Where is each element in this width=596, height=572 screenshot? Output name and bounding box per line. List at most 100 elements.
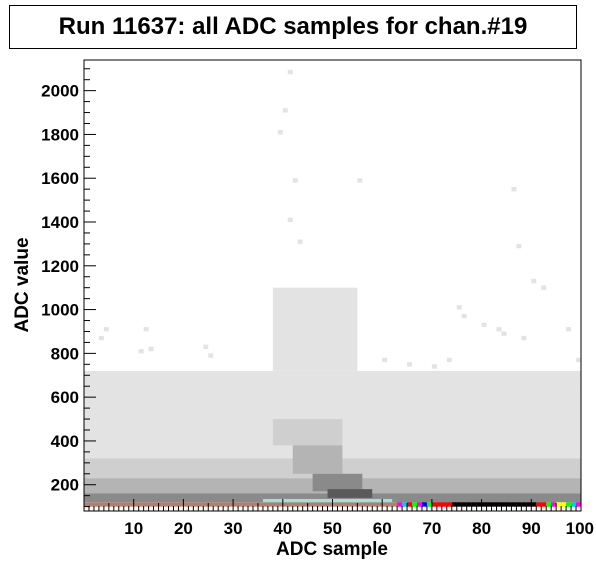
x-tick-label: 30 [224,519,243,538]
heatmap-band [84,370,581,385]
heatmap-outlier-cell [511,186,517,192]
heatmap-peak-cell [312,473,363,492]
heatmap-outlier-cell [531,278,537,284]
y-axis-title: ADC value [12,237,33,332]
heatmap-outlier-cell [481,322,487,328]
chart-title: Run 11637: all ADC samples for chan.#19 [58,13,528,40]
heatmap-outlier-cell [461,313,467,319]
heatmap-peak-cell [272,287,358,371]
heatmap-outlier-cell [576,357,581,363]
heatmap-baseline-cell [511,502,517,507]
heatmap-outlier-cell [541,285,547,290]
x-tick-label: 60 [373,519,392,538]
heatmap-outlier-cell [516,243,522,249]
y-tick-label: 800 [51,344,79,363]
heatmap-baseline-cell [461,502,467,507]
heatmap-baseline-cell [481,502,487,507]
heatmap-peak-cell [327,489,373,498]
heatmap-baseline-cell [536,502,542,507]
y-tick-label: 600 [51,388,79,407]
heatmap-outlier-cell [357,178,363,183]
heatmap-baseline-cell [436,502,442,507]
heatmap-outlier-cell [292,178,298,183]
heatmap-outlier-cell [143,327,149,332]
heatmap-outlier-cell [287,69,293,75]
y-tick-label: 1400 [41,213,79,232]
chart-title-box: Run 11637: all ADC samples for chan.#19 [9,5,577,49]
heatmap-baseline-cell [501,502,507,507]
heatmap-outlier-cell [98,335,104,341]
heatmap-baseline-cell [496,502,502,507]
heatmap-baseline-cell [402,502,408,507]
heatmap-outlier-cell [501,331,507,336]
heatmap-baseline-cell [431,502,437,507]
heatmap-baseline-cell [416,502,422,507]
heatmap-outlier-cell [208,353,214,358]
x-tick-label: 40 [273,519,292,538]
heatmap-baseline-cell [521,502,527,507]
heatmap-baseline-cell [446,502,452,507]
x-axis-ticks: 10 20 30 40 50 60 70 80 90 100 [83,499,594,538]
heatmap-baseline-strip [262,498,393,503]
heatmap-outlier-cell [521,335,527,341]
y-tick-label: 1800 [41,125,79,144]
heatmap-peak-cell [292,445,343,474]
x-tick-label: 50 [323,519,342,538]
x-tick-label: 70 [422,519,441,538]
heatmap-outlier-cell [138,348,144,354]
y-axis-ticks: 200 400 600 800 1000 1200 1400 1600 1800 2000 [41,68,96,508]
heatmap-baseline-cell [571,502,577,507]
y-tick-label: 1000 [41,301,79,320]
heatmap-outlier-cell [203,344,209,349]
heatmap-baseline-cell [551,502,557,507]
x-tick-label: 10 [124,519,143,538]
heatmap-outlier-cell [407,362,413,367]
heatmap-outlier-cell [287,217,293,223]
y-tick-label: 1600 [41,169,79,188]
y-tick-label: 2000 [41,82,79,101]
heatmap-outlier-cell [456,305,462,310]
heatmap-baseline-cell [546,502,552,507]
heatmap-baseline-cell [566,502,572,507]
x-axis-title: ADC sample [276,539,388,560]
heatmap-baseline-cell [526,502,532,507]
y-tick-label: 400 [51,432,79,451]
heatmap-baseline-cell [421,502,427,507]
heatmap-outlier-cell [297,239,303,244]
heatmap-baseline-cell [456,502,462,507]
x-tick-label: 90 [522,519,541,538]
heatmap-baseline-cell [491,502,497,507]
x-tick-label: 100 [566,519,594,538]
heatmap-baseline-cell [531,502,537,507]
heatmap-outlier-cell [148,346,154,352]
heatmap-baseline-cell [466,502,472,507]
heatmap-baseline-cell [561,502,567,507]
x-tick-label: 80 [472,519,491,538]
x-tick-label: 20 [174,519,193,538]
heatmap-baseline-cell [516,502,522,507]
heatmap-outlier-cell [382,357,388,363]
heatmap-baseline-cell [412,502,417,507]
heatmap-baseline-cell [486,502,492,507]
y-tick-label: 200 [51,476,79,495]
heatmap-outlier-cell [431,364,437,369]
heatmap-outlier-cell [103,327,109,332]
heatmap-baseline-cell [426,502,432,507]
heatmap-baseline-cell [541,502,547,507]
heatmap-baseline-cell [397,502,403,507]
heatmap-cells [84,69,581,507]
heatmap-outlier-cell [282,108,288,113]
heatmap-baseline-cell [556,502,562,507]
heatmap-baseline-cell [506,502,512,507]
heatmap-baseline-cell [451,502,457,507]
heatmap-outlier-cell [496,327,502,332]
heatmap-baseline-cell [441,502,447,507]
heatmap-baseline-cell [471,502,477,507]
heatmap-baseline-cell [576,502,581,507]
heatmap-outlier-cell [566,327,572,332]
heatmap-outlier-cell [446,357,452,363]
y-tick-label: 1200 [41,257,79,276]
heatmap-outlier-cell [277,130,283,135]
heatmap-baseline-cell [476,502,482,507]
